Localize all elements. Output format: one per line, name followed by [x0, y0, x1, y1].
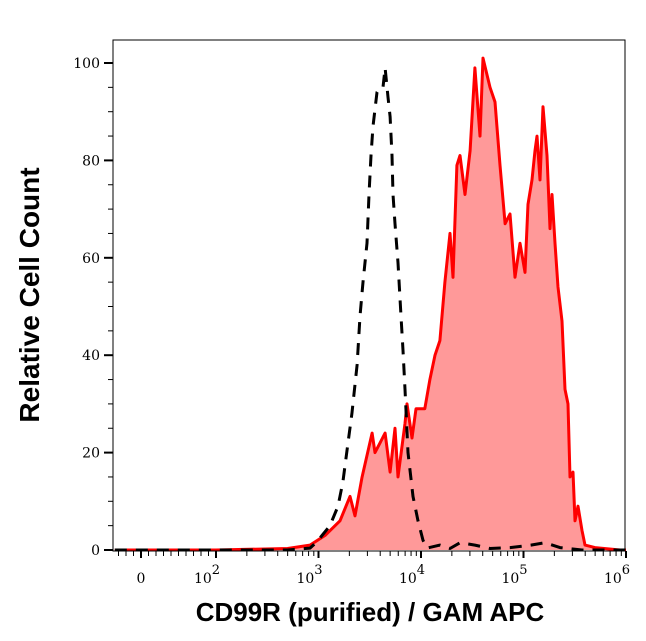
- x-tick-base: 10: [399, 571, 417, 587]
- x-tick-label: 105: [501, 563, 527, 587]
- series-fill-0: [114, 58, 626, 550]
- x-tick-exponent: 4: [417, 563, 425, 578]
- x-tick-label: 0: [137, 571, 146, 587]
- x-tick-label: 103: [296, 563, 322, 587]
- x-tick-exponent: 5: [519, 563, 527, 578]
- x-tick-exponent: 2: [212, 563, 220, 578]
- series-line-1: [114, 66, 626, 552]
- y-tick-label: 80: [82, 153, 100, 169]
- series-layer: [114, 56, 626, 552]
- x-tick-base: 10: [604, 571, 622, 587]
- x-tick-exponent: 3: [314, 563, 322, 578]
- y-tick-label: 0: [91, 543, 100, 559]
- x-tick-label: 102: [194, 563, 220, 587]
- x-axis-title: CD99R (purified) / GAM APC: [196, 597, 545, 627]
- x-tick-base: 10: [194, 571, 212, 587]
- y-tick-label: 100: [73, 56, 100, 72]
- y-tick-label: 40: [82, 348, 100, 364]
- plot-frame: [112, 39, 626, 552]
- x-tick-label: 104: [399, 563, 425, 587]
- x-tick-base: 10: [501, 571, 519, 587]
- y-axis-title: Relative Cell Count: [14, 167, 45, 422]
- y-tick-label: 60: [82, 251, 100, 267]
- x-tick-exponent: 6: [622, 563, 630, 578]
- x-tick-label: 106: [604, 563, 630, 587]
- x-tick-base: 0: [137, 571, 146, 587]
- y-axis: 0 20 40 60 80 100: [73, 56, 113, 559]
- y-tick-label: 20: [82, 446, 100, 462]
- x-tick-base: 10: [296, 571, 314, 587]
- series-line-0: [114, 56, 626, 552]
